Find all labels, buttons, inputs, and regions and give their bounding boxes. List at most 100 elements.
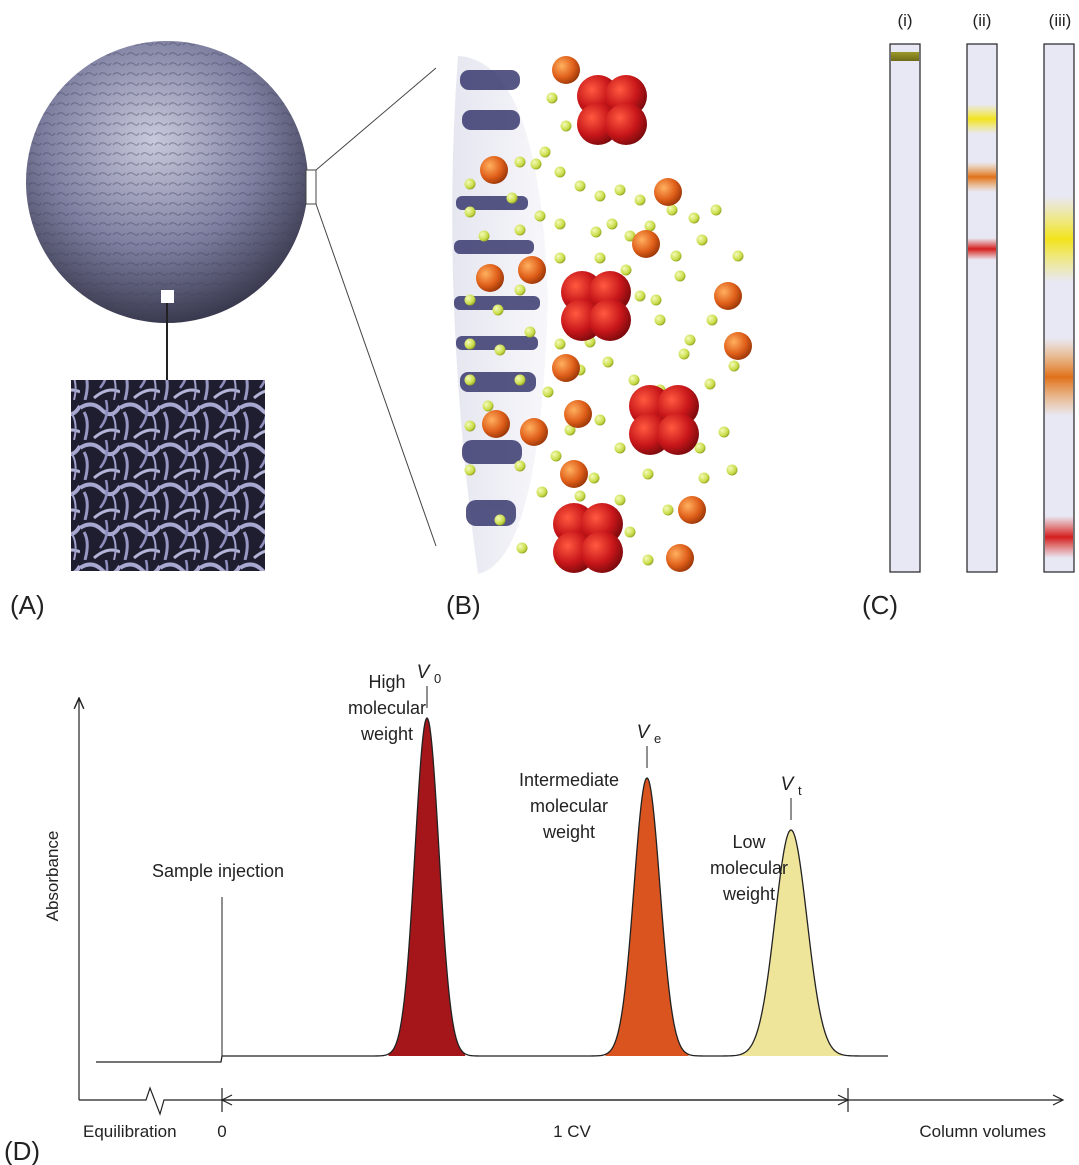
small-molecule-50 (628, 374, 640, 386)
small-molecule-19 (688, 212, 700, 224)
peak-volume-subscript-2: t (798, 783, 802, 798)
x-axis-left (79, 1086, 1062, 1116)
chromatogram-baseline-trace (96, 716, 888, 1063)
large-molecules (553, 75, 699, 573)
large-molecule-3 (553, 503, 623, 573)
peak-volume-label-1: V (637, 722, 652, 743)
peak-label-0-line-2: weight (360, 724, 413, 744)
gel-bead-texture (26, 41, 308, 323)
small-molecule-73 (698, 472, 710, 484)
peak-fill-1 (605, 778, 689, 1056)
peak-label-1-line-1: molecular (530, 796, 608, 816)
small-molecule-6 (554, 166, 566, 178)
small-molecule-82 (464, 420, 476, 432)
large-molecule-0 (577, 75, 647, 145)
x-label-column-volumes: Column volumes (919, 1122, 1046, 1141)
medium-molecule-11 (520, 418, 548, 446)
peak-fill-2 (739, 830, 843, 1056)
x-axis-arrowhead (1052, 1094, 1065, 1106)
large-molecule-2 (629, 385, 699, 455)
panel-c: (i) (ii) (iii) (C) (862, 11, 1075, 620)
small-molecule-60 (588, 472, 600, 484)
panel-b: (B) (315, 56, 752, 620)
medium-molecule-2 (654, 178, 682, 206)
medium-molecule-6 (714, 282, 742, 310)
small-molecule-2 (539, 146, 551, 158)
small-molecule-65 (536, 486, 548, 498)
small-molecule-28 (514, 284, 526, 296)
cv-arrow-left (220, 1094, 233, 1106)
panel-a: (A) (10, 41, 317, 620)
small-molecule-61 (550, 450, 562, 462)
peak-volume-subscript-1: e (654, 731, 661, 746)
peak-label-0-line-0: High (368, 672, 405, 692)
panel-label-c: (C) (862, 590, 898, 620)
small-molecule-9 (614, 184, 626, 196)
small-molecule-59 (614, 442, 626, 454)
chromatogram-peaks (388, 718, 843, 1056)
band-yellow (968, 104, 996, 134)
medium-molecule-14 (666, 544, 694, 572)
bead-sem-marker (161, 290, 174, 303)
small-molecule-17 (644, 220, 656, 232)
small-molecule-1 (560, 120, 572, 132)
column-label-iii: (iii) (1049, 11, 1072, 30)
small-molecule-42 (524, 326, 536, 338)
panel-label-a: (A) (10, 590, 45, 620)
medium-molecule-0 (552, 56, 580, 84)
small-molecule-5 (530, 158, 542, 170)
peak-volume-label-0: V (417, 662, 432, 683)
small-molecule-0 (546, 92, 558, 104)
injection-label: Sample injection (152, 861, 284, 881)
bead-zoom-box (305, 169, 317, 205)
medium-molecule-7 (724, 332, 752, 360)
small-molecule-64 (494, 514, 506, 526)
small-molecule-44 (464, 338, 476, 350)
pore-structure (454, 70, 540, 526)
y-axis-label: Absorbance (43, 831, 62, 922)
small-molecule-71 (718, 426, 730, 438)
small-molecule-27 (464, 294, 476, 306)
peak-volume-label-2: V (781, 774, 796, 795)
medium-molecule-8 (552, 354, 580, 382)
small-molecule-54 (728, 360, 740, 372)
band-orange-broad (1045, 338, 1073, 416)
medium-molecule-3 (632, 230, 660, 258)
small-molecule-62 (514, 460, 526, 472)
peak-label-2-line-2: weight (722, 884, 775, 904)
band-yellow-broad (1045, 196, 1073, 282)
small-molecule-3 (464, 178, 476, 190)
small-molecule-45 (494, 344, 506, 356)
medium-molecule-9 (564, 400, 592, 428)
column-label-i: (i) (897, 11, 912, 30)
small-molecule-22 (670, 250, 682, 262)
x-label-zero: 0 (217, 1122, 226, 1141)
small-molecule-12 (534, 210, 546, 222)
small-molecule-66 (574, 490, 586, 502)
small-molecule-24 (478, 230, 490, 242)
cv-arrow-right (837, 1094, 850, 1106)
zoom-line-top (315, 67, 437, 171)
zoom-line-bottom (315, 203, 437, 547)
small-molecule-14 (590, 226, 602, 238)
small-molecule-31 (620, 264, 632, 276)
small-molecule-70 (694, 442, 706, 454)
medium-molecule-13 (678, 496, 706, 524)
small-molecule-67 (614, 494, 626, 506)
column-i (889, 43, 921, 573)
small-molecule-34 (732, 250, 744, 262)
small-molecule-15 (606, 218, 618, 230)
small-molecule-68 (642, 468, 654, 480)
medium-molecule-1 (480, 156, 508, 184)
small-molecule-36 (684, 334, 696, 346)
small-molecule-30 (594, 252, 606, 264)
small-molecule-23 (464, 206, 476, 218)
medium-molecule-4 (476, 264, 504, 292)
small-molecule-8 (594, 190, 606, 202)
small-molecule-32 (650, 294, 662, 306)
small-molecule-52 (678, 348, 690, 360)
medium-molecule-10 (482, 410, 510, 438)
small-molecule-16 (624, 230, 636, 242)
medium-molecule-5 (518, 256, 546, 284)
